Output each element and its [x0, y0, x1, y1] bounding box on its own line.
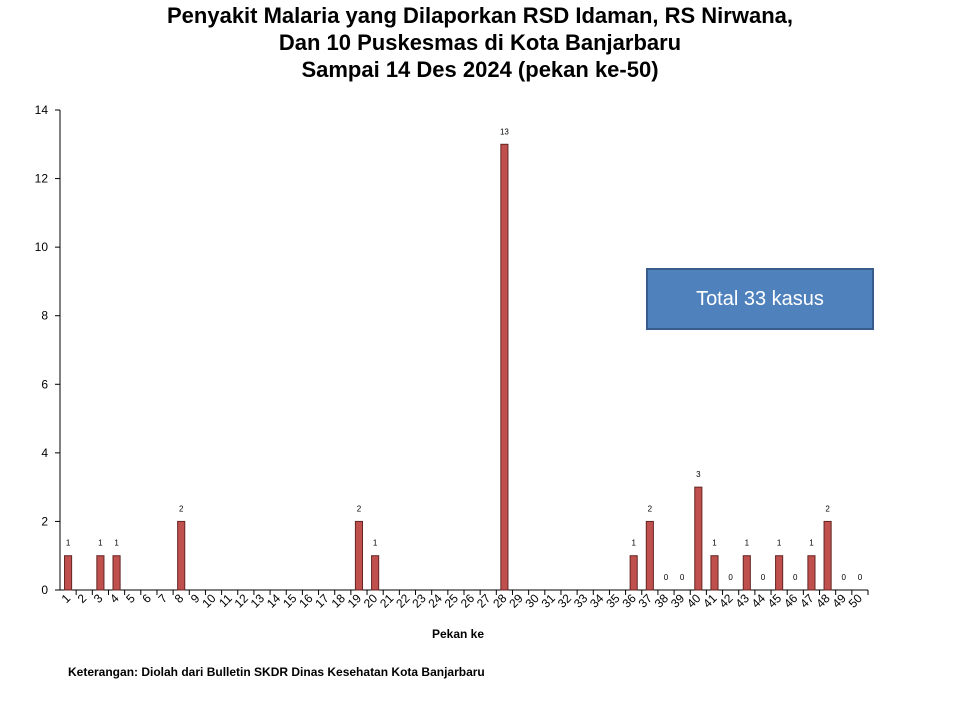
data-label: 1: [66, 539, 71, 548]
data-label: 1: [777, 539, 782, 548]
data-label: 2: [179, 504, 184, 513]
x-tick-label: 3: [91, 591, 106, 606]
data-label: 0: [858, 573, 863, 582]
data-label: 2: [357, 504, 362, 513]
bar: [371, 555, 380, 591]
x-tick-label: 5: [123, 591, 138, 606]
bar: [354, 520, 364, 591]
y-tick-label: 0: [41, 583, 48, 597]
y-tick-label: 2: [41, 514, 48, 528]
x-tick-label: 8: [172, 591, 187, 606]
chart-title-line-1: Penyakit Malaria yang Dilaporkan RSD Ida…: [167, 3, 793, 28]
data-label: 0: [793, 573, 798, 582]
data-label: 1: [98, 539, 103, 548]
total-cases-box: Total 33 kasus: [646, 268, 874, 330]
y-tick-label: 12: [35, 172, 49, 186]
bar: [112, 555, 121, 591]
x-tick-label: 1: [59, 591, 74, 606]
data-label: 0: [664, 573, 669, 582]
data-label: 0: [680, 573, 685, 582]
chart-title: Penyakit Malaria yang Dilaporkan RSD Ida…: [0, 2, 960, 83]
y-tick-label: 8: [41, 309, 48, 323]
bar: [629, 555, 638, 591]
x-tick-label: 4: [107, 591, 122, 606]
data-label: 0: [761, 573, 766, 582]
data-label: 3: [696, 470, 701, 479]
bar: [710, 555, 719, 591]
y-tick-label: 6: [41, 377, 48, 391]
y-tick-label: 10: [35, 240, 49, 254]
x-tick-label: 7: [156, 591, 171, 606]
bar: [64, 555, 73, 591]
chart-title-line-2: Dan 10 Puskesmas di Kota Banjarbaru: [278, 30, 682, 55]
bar: [96, 555, 105, 591]
bar: [694, 486, 703, 591]
footnote: Keterangan: Diolah dari Bulletin SKDR Di…: [68, 665, 485, 679]
x-axis-label: Pekan ke: [432, 627, 484, 641]
chart-title-line-3: Sampai 14 Des 2024 (pekan ke-50): [301, 57, 659, 82]
data-label: 2: [648, 504, 653, 513]
y-tick-label: 4: [41, 446, 48, 460]
data-label: 1: [114, 539, 119, 548]
bar: [823, 520, 832, 591]
total-cases-label: Total 33 kasus: [696, 287, 824, 310]
data-label: 1: [809, 539, 814, 548]
bar: [775, 555, 784, 591]
x-tick-label: 6: [139, 591, 154, 606]
data-label: 0: [728, 573, 733, 582]
bar: [177, 520, 186, 591]
y-tick-label: 14: [35, 103, 49, 117]
bar: [807, 555, 816, 591]
bar: [742, 555, 751, 591]
data-label: 1: [631, 539, 636, 548]
data-label: 0: [842, 573, 847, 582]
data-label: 1: [712, 539, 717, 548]
data-label: 13: [500, 127, 509, 136]
x-tick-label: 2: [75, 591, 90, 606]
bar: [645, 520, 654, 591]
data-label: 1: [745, 539, 750, 548]
data-label: 2: [825, 504, 830, 513]
x-tick-label: 50: [846, 591, 866, 611]
bar: [500, 143, 509, 591]
data-label: 1: [373, 539, 378, 548]
